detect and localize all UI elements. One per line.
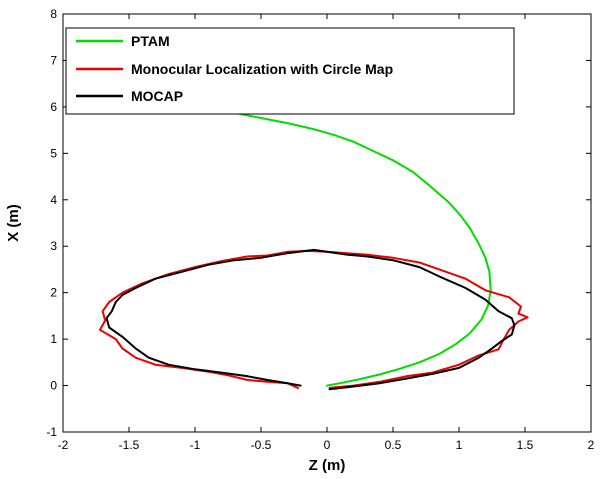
y-tick-label: 0 <box>50 379 57 393</box>
y-tick-label: 3 <box>50 239 57 253</box>
legend-label-mocap: MOCAP <box>131 88 183 104</box>
x-tick-label: 0.5 <box>385 438 402 452</box>
x-tick-label: -2 <box>58 438 69 452</box>
series-line-ptam <box>233 111 492 387</box>
x-tick-label: 2 <box>588 438 595 452</box>
y-tick-label: 1 <box>50 332 57 346</box>
y-tick-label: 7 <box>50 53 57 67</box>
y-tick-label: -1 <box>46 425 57 439</box>
y-tick-label: 8 <box>50 7 57 21</box>
series-line-mocap <box>105 248 516 391</box>
x-tick-label: -1 <box>190 438 201 452</box>
x-tick-label: -1.5 <box>119 438 140 452</box>
y-tick-label: 5 <box>50 146 57 160</box>
y-tick-label: 2 <box>50 286 57 300</box>
x-tick-label: 1 <box>456 438 463 452</box>
ticks-layer: -2 -1.5 -1 -0.5 0 0.5 1 1.5 2 -1 0 1 2 3 4 5 6 7 8 <box>46 7 594 452</box>
x-tick-label: -0.5 <box>251 438 272 452</box>
legend: PTAM Monocular Localization with Circle … <box>65 27 515 115</box>
legend-box <box>65 27 515 115</box>
y-tick-label: 6 <box>50 100 57 114</box>
x-tick-label: 1.5 <box>517 438 534 452</box>
legend-label-circle-map: Monocular Localization with Circle Map <box>131 61 393 77</box>
series-layer <box>99 111 529 391</box>
y-tick-label: 4 <box>50 193 57 207</box>
x-axis-label: Z (m) <box>309 457 346 474</box>
legend-label-ptam: PTAM <box>131 33 170 49</box>
x-tick-label: 0 <box>324 438 331 452</box>
y-axis-label: X (m) <box>5 204 22 242</box>
